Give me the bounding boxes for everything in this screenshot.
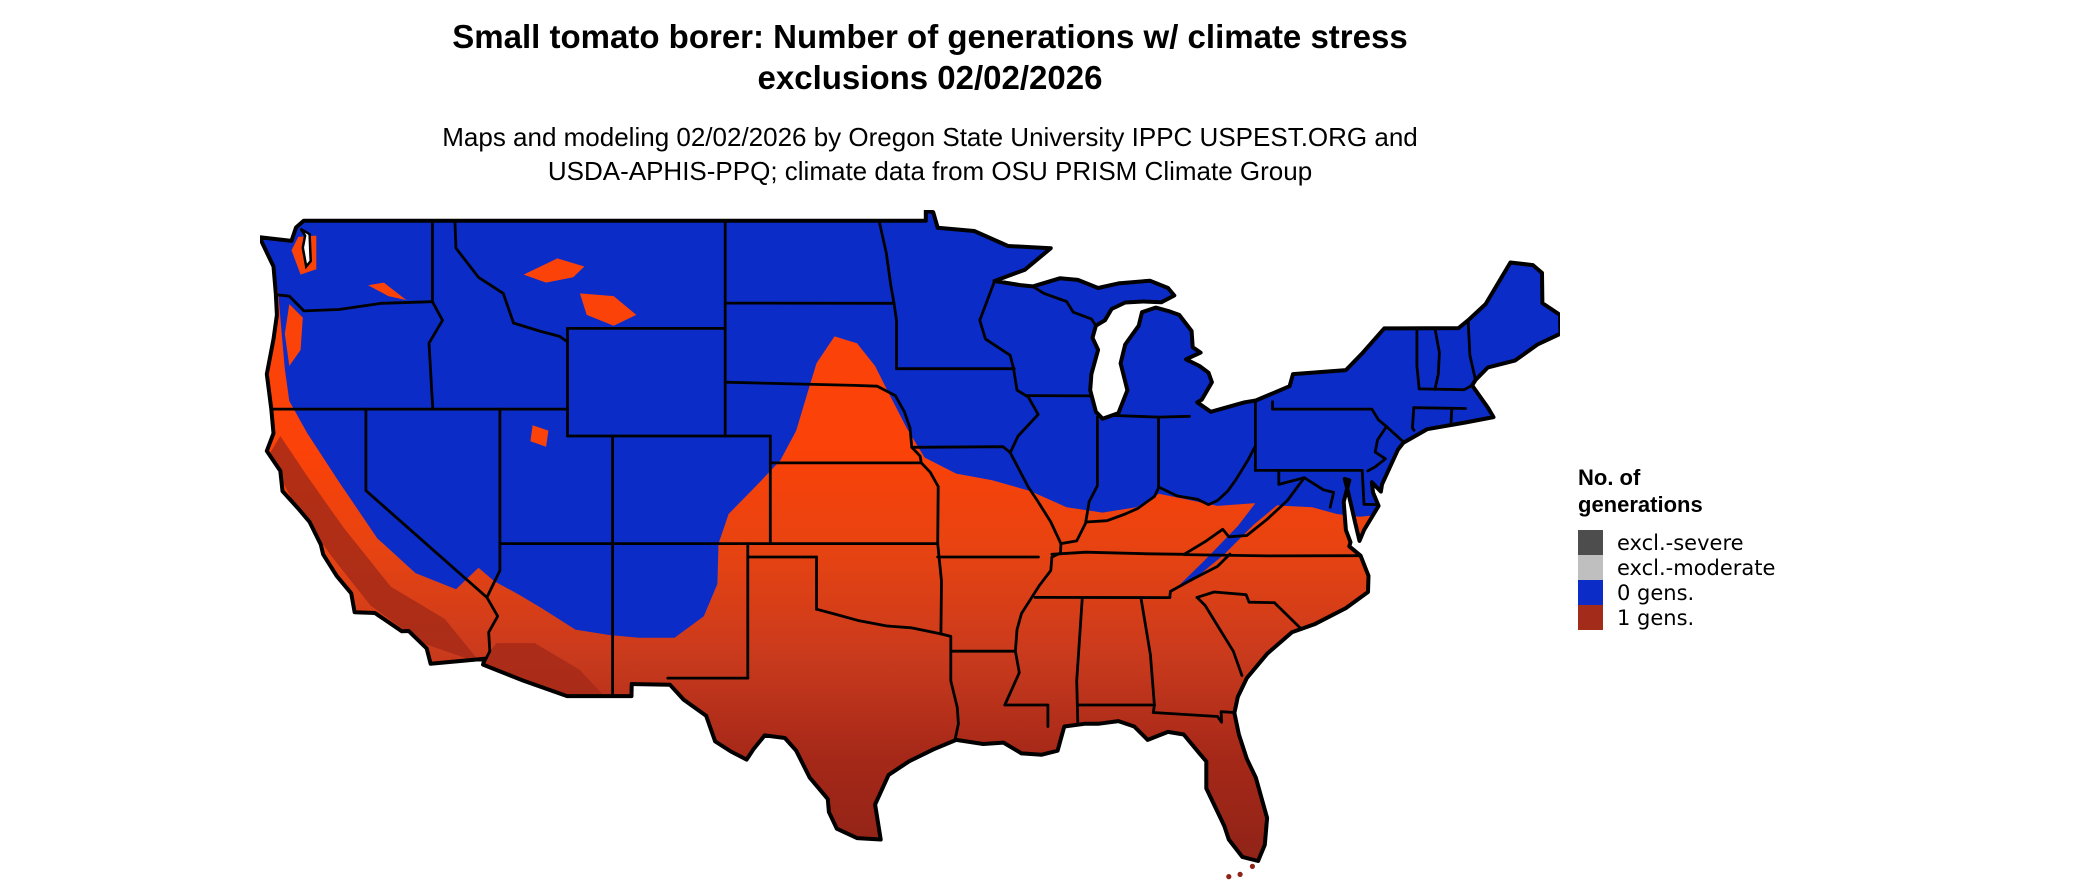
figure-subtitle-line2: USDA-APHIS-PPQ; climate data from OSU PR… (547, 156, 1313, 186)
legend-title: No. of generations (1578, 464, 1878, 518)
legend-label-0-gens: 0 gens. (1617, 580, 1695, 605)
figure-title-line1: Small tomato borer: Number of generation… (452, 18, 1408, 55)
legend-label-excl-moderate: excl.-moderate (1617, 555, 1776, 580)
legend-row-0-gens: 0 gens. (1578, 580, 1878, 605)
figure-title-line2: exclusions 02/02/2026 (757, 59, 1103, 96)
figure-title: Small tomato borer: Number of generation… (80, 16, 1780, 98)
legend-row-excl-moderate: excl.-moderate (1578, 555, 1878, 580)
legend-title-line1: No. of (1578, 465, 1641, 490)
legend-swatch-excl-moderate (1578, 555, 1603, 580)
legend-row-excl-severe: excl.-severe (1578, 530, 1878, 555)
figure-subtitle-line1: Maps and modeling 02/02/2026 by Oregon S… (442, 122, 1418, 152)
legend-swatch-0-gens (1578, 580, 1603, 605)
legend-label-excl-severe: excl.-severe (1617, 530, 1744, 555)
legend-row-1-gens: 1 gens. (1578, 605, 1878, 630)
legend-swatch-1-gens (1578, 605, 1603, 630)
figure-subtitle: Maps and modeling 02/02/2026 by Oregon S… (80, 120, 1780, 188)
legend-swatch-excl-severe (1578, 530, 1603, 555)
legend-title-line2: generations (1578, 492, 1703, 517)
us-map-svg (260, 210, 1560, 880)
us-generations-map (260, 210, 1560, 890)
legend-items: excl.-severe excl.-moderate 0 gens. 1 ge… (1578, 530, 1878, 630)
map-legend: No. of generations excl.-severe excl.-mo… (1578, 464, 1878, 630)
legend-label-1-gens: 1 gens. (1617, 605, 1695, 630)
figure-header: Small tomato borer: Number of generation… (80, 16, 1780, 188)
